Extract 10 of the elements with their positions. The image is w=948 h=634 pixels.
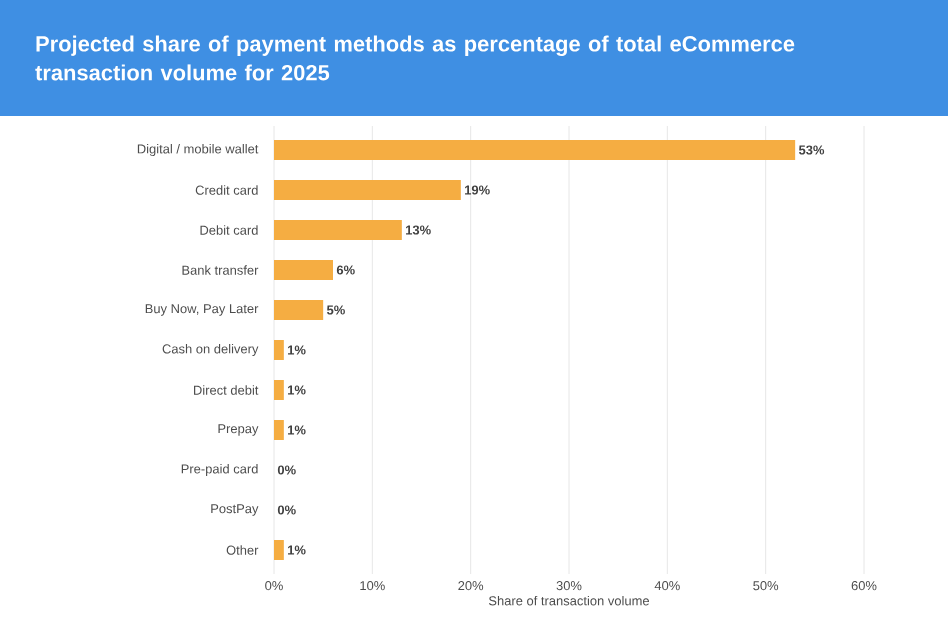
bar — [274, 180, 461, 200]
bar — [274, 140, 796, 160]
chart-title: Projected share of payment methods as percentage of total eCommerce transaction volume for 2025 — [35, 35, 795, 81]
bar — [274, 220, 402, 240]
bar — [274, 300, 324, 320]
bar — [274, 340, 284, 360]
bar — [274, 260, 333, 280]
bar — [274, 420, 284, 440]
bar — [274, 540, 284, 561]
bar — [274, 380, 284, 400]
